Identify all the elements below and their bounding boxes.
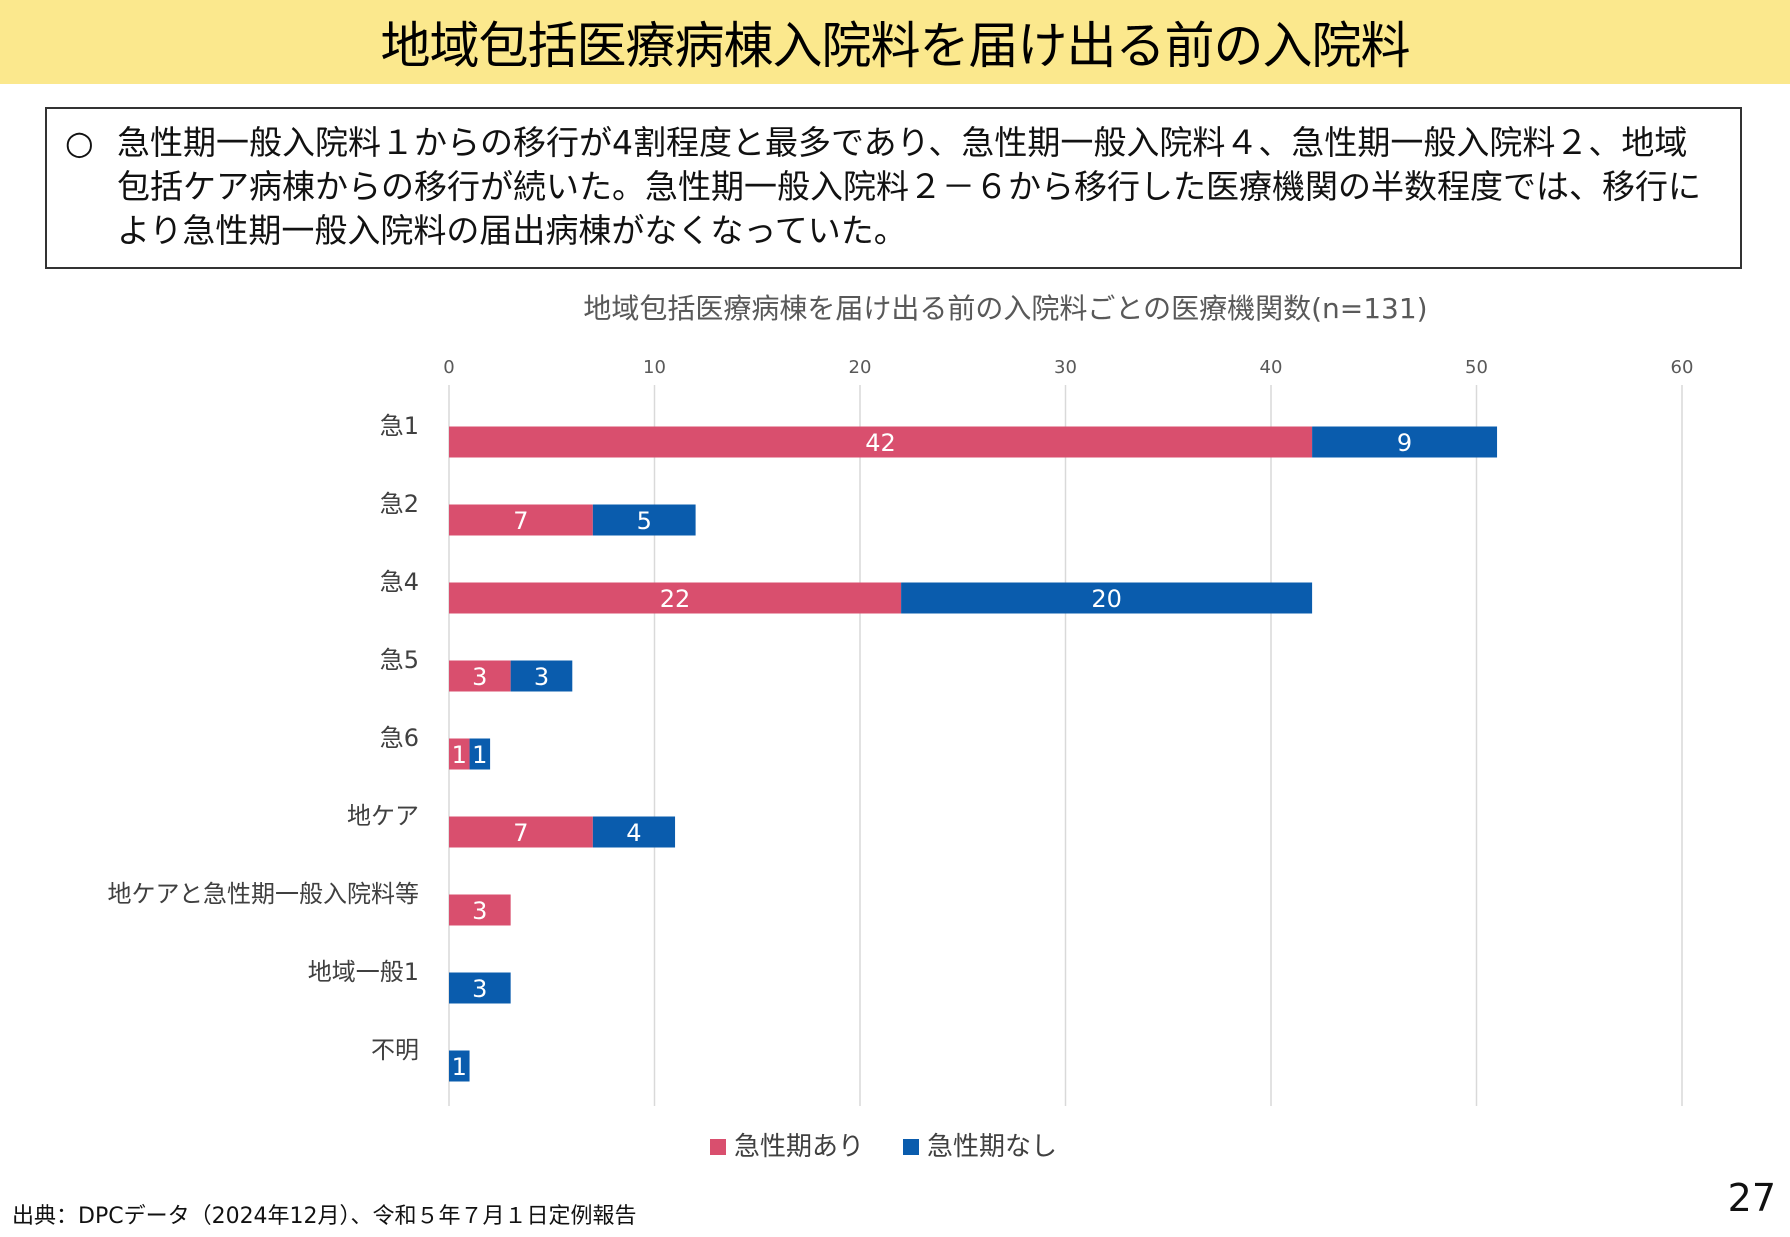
category-label: 不明 — [371, 1036, 419, 1064]
bar-segment — [449, 972, 511, 1004]
x-tick-label: 40 — [1260, 357, 1283, 378]
bar-data-label: 1 — [472, 741, 487, 769]
bar-chart: 地域包括医療病棟を届け出る前の入院料ごとの医療機関数(n=131) 0 10 20 30… — [107, 292, 1694, 1162]
bar-segment — [901, 582, 1313, 614]
legend-label: 急性期あり — [734, 1132, 864, 1162]
bar-segment — [449, 738, 470, 770]
x-tick-label: 0 — [443, 357, 454, 378]
legend-swatch — [903, 1139, 919, 1155]
bar-data-label: 4 — [626, 819, 641, 847]
legend-label: 急性期なし — [927, 1132, 1057, 1162]
bar-segment — [449, 426, 1313, 458]
bar-data-label: 3 — [534, 663, 549, 691]
bar-segment — [449, 582, 902, 614]
category-label: 急6 — [380, 724, 419, 752]
x-tick-label: 60 — [1671, 357, 1694, 378]
legend-swatch — [710, 1139, 726, 1155]
bar-data-label: 20 — [1091, 585, 1122, 613]
bar-segment — [469, 738, 491, 770]
summary-bullet: ○ — [65, 123, 94, 162]
slide-title: 地域包括医療病棟入院料を届け出る前の入院料 — [380, 17, 1411, 75]
bar-data-label: 5 — [637, 507, 652, 535]
bar-data-label: 3 — [472, 975, 487, 1003]
x-tick-label: 10 — [643, 357, 666, 378]
summary-text: 急性期一般入院料１からの移行が4割程度と最多であり、急性期一般入院料４、急性期一… — [117, 123, 1701, 250]
category-label: 地ケアと急性期一般入院料等 — [107, 880, 419, 908]
bar-data-label: 3 — [472, 663, 487, 691]
bar-segment — [449, 504, 593, 536]
summary-box: ○ 急性期一般入院料１からの移行が4割程度と最多であり、急性期一般入院料４、急性… — [45, 107, 1742, 269]
page-number: 27 — [1727, 1176, 1776, 1220]
bar-segment — [449, 894, 511, 926]
category-label: 地ケア — [347, 802, 419, 830]
bar-segment — [592, 504, 696, 536]
category-label: 地域一般1 — [308, 958, 419, 986]
chart-title: 地域包括医療病棟を届け出る前の入院料ごとの医療機関数(n=131) — [583, 292, 1427, 325]
bar-data-label: 7 — [513, 507, 528, 535]
bar-segment — [1312, 426, 1498, 458]
x-tick-label: 30 — [1054, 357, 1077, 378]
bar-segment — [510, 660, 573, 692]
bar-data-label: 7 — [513, 819, 528, 847]
bar-data-label: 22 — [660, 585, 691, 613]
source-note: 出典：DPCデータ（2024年12月）、令和５年７月１日定例報告 — [12, 1204, 637, 1229]
bar-data-label: 1 — [452, 1053, 467, 1081]
bar-segment — [449, 816, 593, 848]
bar-data-label: 42 — [865, 429, 896, 457]
x-tick-label: 20 — [849, 357, 872, 378]
x-tick-label: 50 — [1465, 357, 1488, 378]
bar-data-label: 3 — [472, 897, 487, 925]
bar-segment — [592, 816, 676, 848]
bar-segment — [449, 1050, 470, 1082]
bar-segment — [449, 660, 511, 692]
category-label: 急1 — [380, 412, 419, 440]
category-label: 急2 — [380, 490, 419, 518]
category-label: 急5 — [380, 646, 419, 674]
bar-data-label: 1 — [452, 741, 467, 769]
category-label: 急4 — [380, 568, 419, 596]
title-bar: 地域包括医療病棟入院料を届け出る前の入院料 — [0, 0, 1790, 84]
bar-data-label: 9 — [1397, 429, 1412, 457]
